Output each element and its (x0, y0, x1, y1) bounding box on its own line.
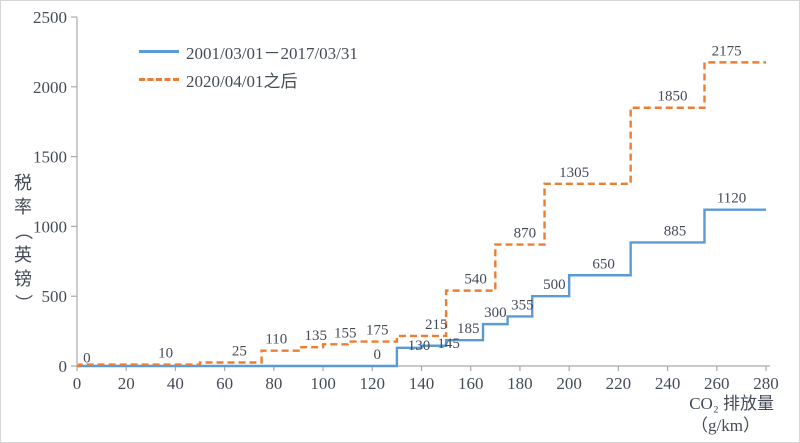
x-axis-title-line2: （g/km） (691, 416, 760, 435)
y-axis-title: 税率 （ 英镑 ） (9, 171, 37, 315)
y-axis-title-char: 率 (14, 197, 32, 217)
y-axis-title-char: 镑 (14, 269, 32, 289)
y-tick-label: 1000 (33, 217, 67, 236)
x-tick-label: 280 (753, 374, 779, 393)
data-label: 870 (514, 226, 537, 242)
data-label: 185 (457, 321, 480, 337)
x-tick-label: 80 (265, 374, 282, 393)
data-label: 650 (592, 256, 615, 272)
data-label: 25 (232, 344, 247, 360)
data-label: 135 (304, 328, 327, 344)
data-label: 175 (366, 323, 389, 339)
data-label: 0 (373, 347, 381, 363)
y-axis-title-char: （ (13, 222, 33, 240)
legend-line-sample-solid (139, 49, 179, 53)
data-label: 540 (464, 272, 487, 288)
series-line-0 (77, 208, 766, 368)
x-axis-title-line1: CO₂ 排放量 (689, 394, 774, 413)
x-tick-label: 260 (704, 374, 730, 393)
legend-label: 2020/04/01之后 (186, 71, 298, 91)
data-label: 10 (158, 346, 173, 362)
x-tick-label: 100 (310, 374, 336, 393)
x-tick-label: 220 (606, 374, 632, 393)
data-label: 1850 (657, 89, 687, 105)
x-tick-label: 180 (507, 374, 533, 393)
series-line-1 (77, 61, 766, 368)
y-tick-label: 1500 (33, 148, 67, 167)
y-tick-label: 2000 (33, 78, 67, 97)
x-tick-label: 120 (360, 374, 386, 393)
x-axis-title: CO₂ 排放量 （g/km） (689, 393, 774, 437)
x-tick-label: 240 (655, 374, 681, 393)
data-label: 155 (334, 325, 357, 341)
x-tick-label: 0 (73, 374, 82, 393)
data-label: 1305 (559, 165, 589, 181)
legend: 2001/03/01－2017/03/31 2020/04/01之后 (139, 41, 358, 91)
y-tick-label: 500 (42, 287, 68, 306)
x-tick-label: 60 (216, 374, 233, 393)
data-label: 130 (408, 338, 431, 354)
y-tick-label: 0 (59, 357, 68, 376)
data-label: 145 (437, 336, 460, 352)
data-label: 1120 (717, 191, 746, 207)
x-tick-label: 40 (167, 374, 184, 393)
data-label: 110 (265, 332, 287, 348)
y-tick-label: 2500 (33, 8, 67, 27)
data-label: 500 (543, 277, 566, 293)
legend-label: 2001/03/01－2017/03/31 (186, 43, 358, 63)
data-label: 0 (83, 351, 91, 367)
y-axis-title-char: 英 (14, 245, 32, 265)
data-label: 355 (511, 297, 534, 313)
x-tick-label: 160 (458, 374, 484, 393)
y-axis-title-char: 税 (14, 173, 32, 193)
data-label: 2175 (712, 43, 742, 59)
data-label: 885 (664, 223, 687, 239)
data-label: 300 (484, 305, 507, 321)
data-label: 215 (425, 317, 448, 333)
x-tick-label: 200 (556, 374, 582, 393)
x-tick-label: 20 (118, 374, 135, 393)
legend-line-sample-dashed (139, 77, 179, 81)
legend-item-1: 2020/04/01之后 (139, 69, 358, 91)
legend-item-0: 2001/03/01－2017/03/31 (139, 41, 358, 63)
x-tick-label: 140 (409, 374, 435, 393)
y-axis-title-char: ） (13, 294, 33, 312)
